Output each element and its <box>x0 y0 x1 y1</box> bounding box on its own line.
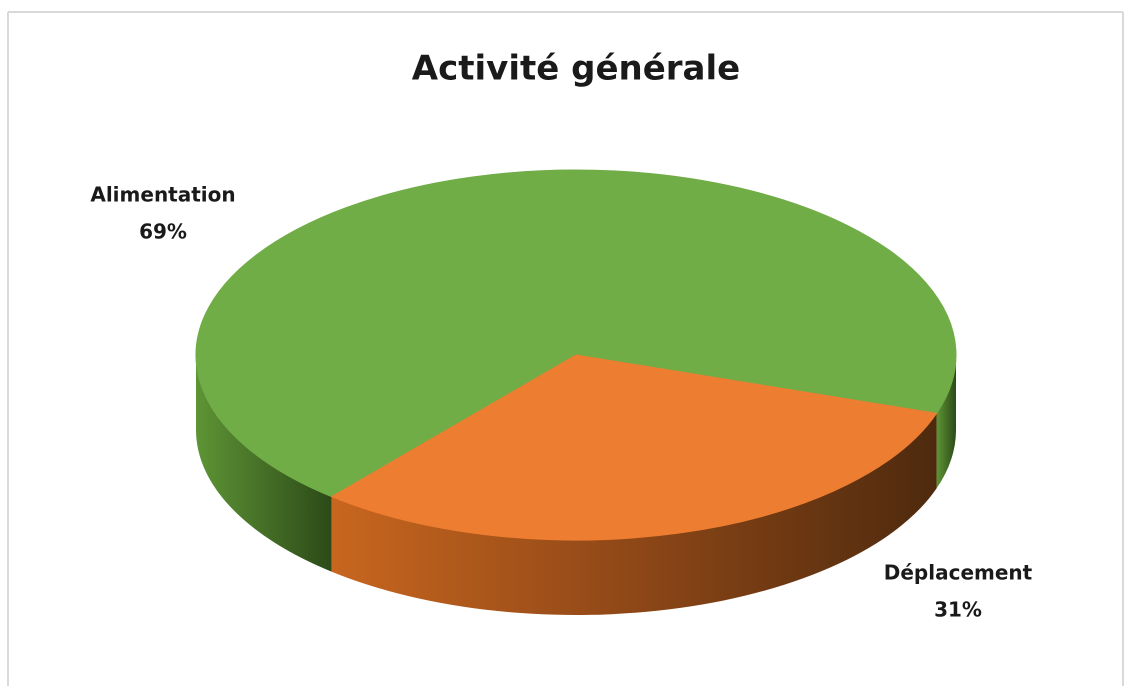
value-label: 31% <box>934 598 982 622</box>
pie-sides <box>196 355 957 616</box>
data-labels: Alimentation 69% Déplacement 31% <box>90 183 1032 622</box>
category-label: Alimentation <box>90 183 235 207</box>
pie-slice <box>195 169 957 498</box>
pie-slice <box>330 354 938 541</box>
value-label: 69% <box>139 220 187 244</box>
chart-frame <box>7 11 1124 686</box>
category-label: Déplacement <box>884 561 1033 585</box>
slice-side <box>936 355 957 489</box>
slice-side <box>196 355 332 572</box>
pie-tops <box>195 169 957 541</box>
slice-side <box>331 413 937 616</box>
chart-title: Activité générale <box>412 49 740 89</box>
